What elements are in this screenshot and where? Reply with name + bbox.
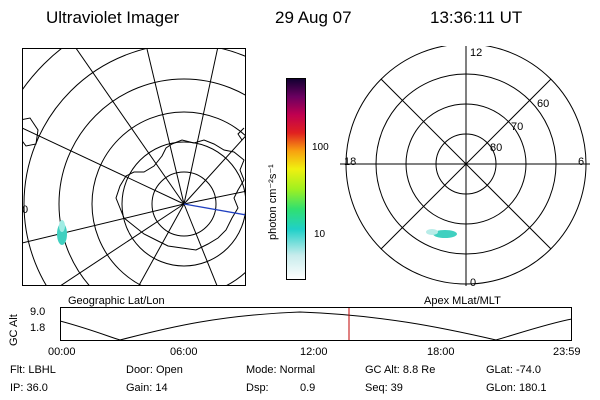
colorbar — [286, 78, 306, 280]
apex-panel-label: Apex MLat/MLT — [424, 295, 501, 307]
polar-mlt-plot — [340, 46, 590, 286]
mlat-label-70: 70 — [511, 121, 524, 133]
dsp-value: 0.9 — [300, 382, 316, 394]
app-title: Ultraviolet Imager — [46, 8, 180, 27]
altitude-ytick-high: 9.0 — [30, 306, 46, 318]
mlat-label-80: 80 — [490, 142, 503, 154]
colorbar-tick-10: 10 — [314, 229, 326, 240]
mlt-label-6: 6 — [578, 156, 585, 168]
gc-alt-label: GC Alt: 8.8 Re — [365, 364, 436, 376]
seq-label: Seq: 39 — [365, 382, 403, 394]
mode-label: Mode: Normal — [246, 364, 316, 376]
mlt-label-12: 12 — [470, 47, 483, 59]
glat-label: GLat: -74.0 — [486, 364, 542, 376]
geographic-map — [22, 48, 246, 286]
mlat-label-60: 60 — [537, 98, 550, 110]
mlt-label-0: 0 — [470, 277, 477, 289]
mlt-label-18: 18 — [344, 156, 357, 168]
altitude-ytick-low: 1.8 — [30, 322, 46, 334]
altitude-xtick-1800: 18:00 — [427, 346, 455, 358]
colorbar-unit-label: photon cm⁻²s⁻¹ — [267, 164, 279, 240]
filter-label: Flt: LBHL — [10, 364, 56, 376]
altitude-xtick-1200: 12:00 — [300, 346, 328, 358]
geographic-panel-label: Geographic Lat/Lon — [68, 295, 165, 307]
altitude-xtick-2359: 23:59 — [553, 346, 581, 358]
door-label: Door: Open — [126, 364, 183, 376]
glon-label: GLon: 180.1 — [486, 382, 547, 394]
colorbar-tick-100: 100 — [312, 142, 329, 153]
altitude-ylabel: GC Alt — [8, 314, 20, 346]
time-label: 13:36:11 UT — [430, 8, 523, 27]
altitude-xtick-0600: 06:00 — [170, 346, 198, 358]
altitude-xtick-0000: 00:00 — [48, 346, 76, 358]
ip-label: IP: 36.0 — [10, 382, 48, 394]
dsp-label: Dsp: — [246, 382, 269, 394]
gain-label: Gain: 14 — [126, 382, 168, 394]
map-edge-tick: 0 — [22, 204, 29, 216]
date-label: 29 Aug 07 — [275, 8, 352, 27]
altitude-plot — [60, 307, 572, 341]
